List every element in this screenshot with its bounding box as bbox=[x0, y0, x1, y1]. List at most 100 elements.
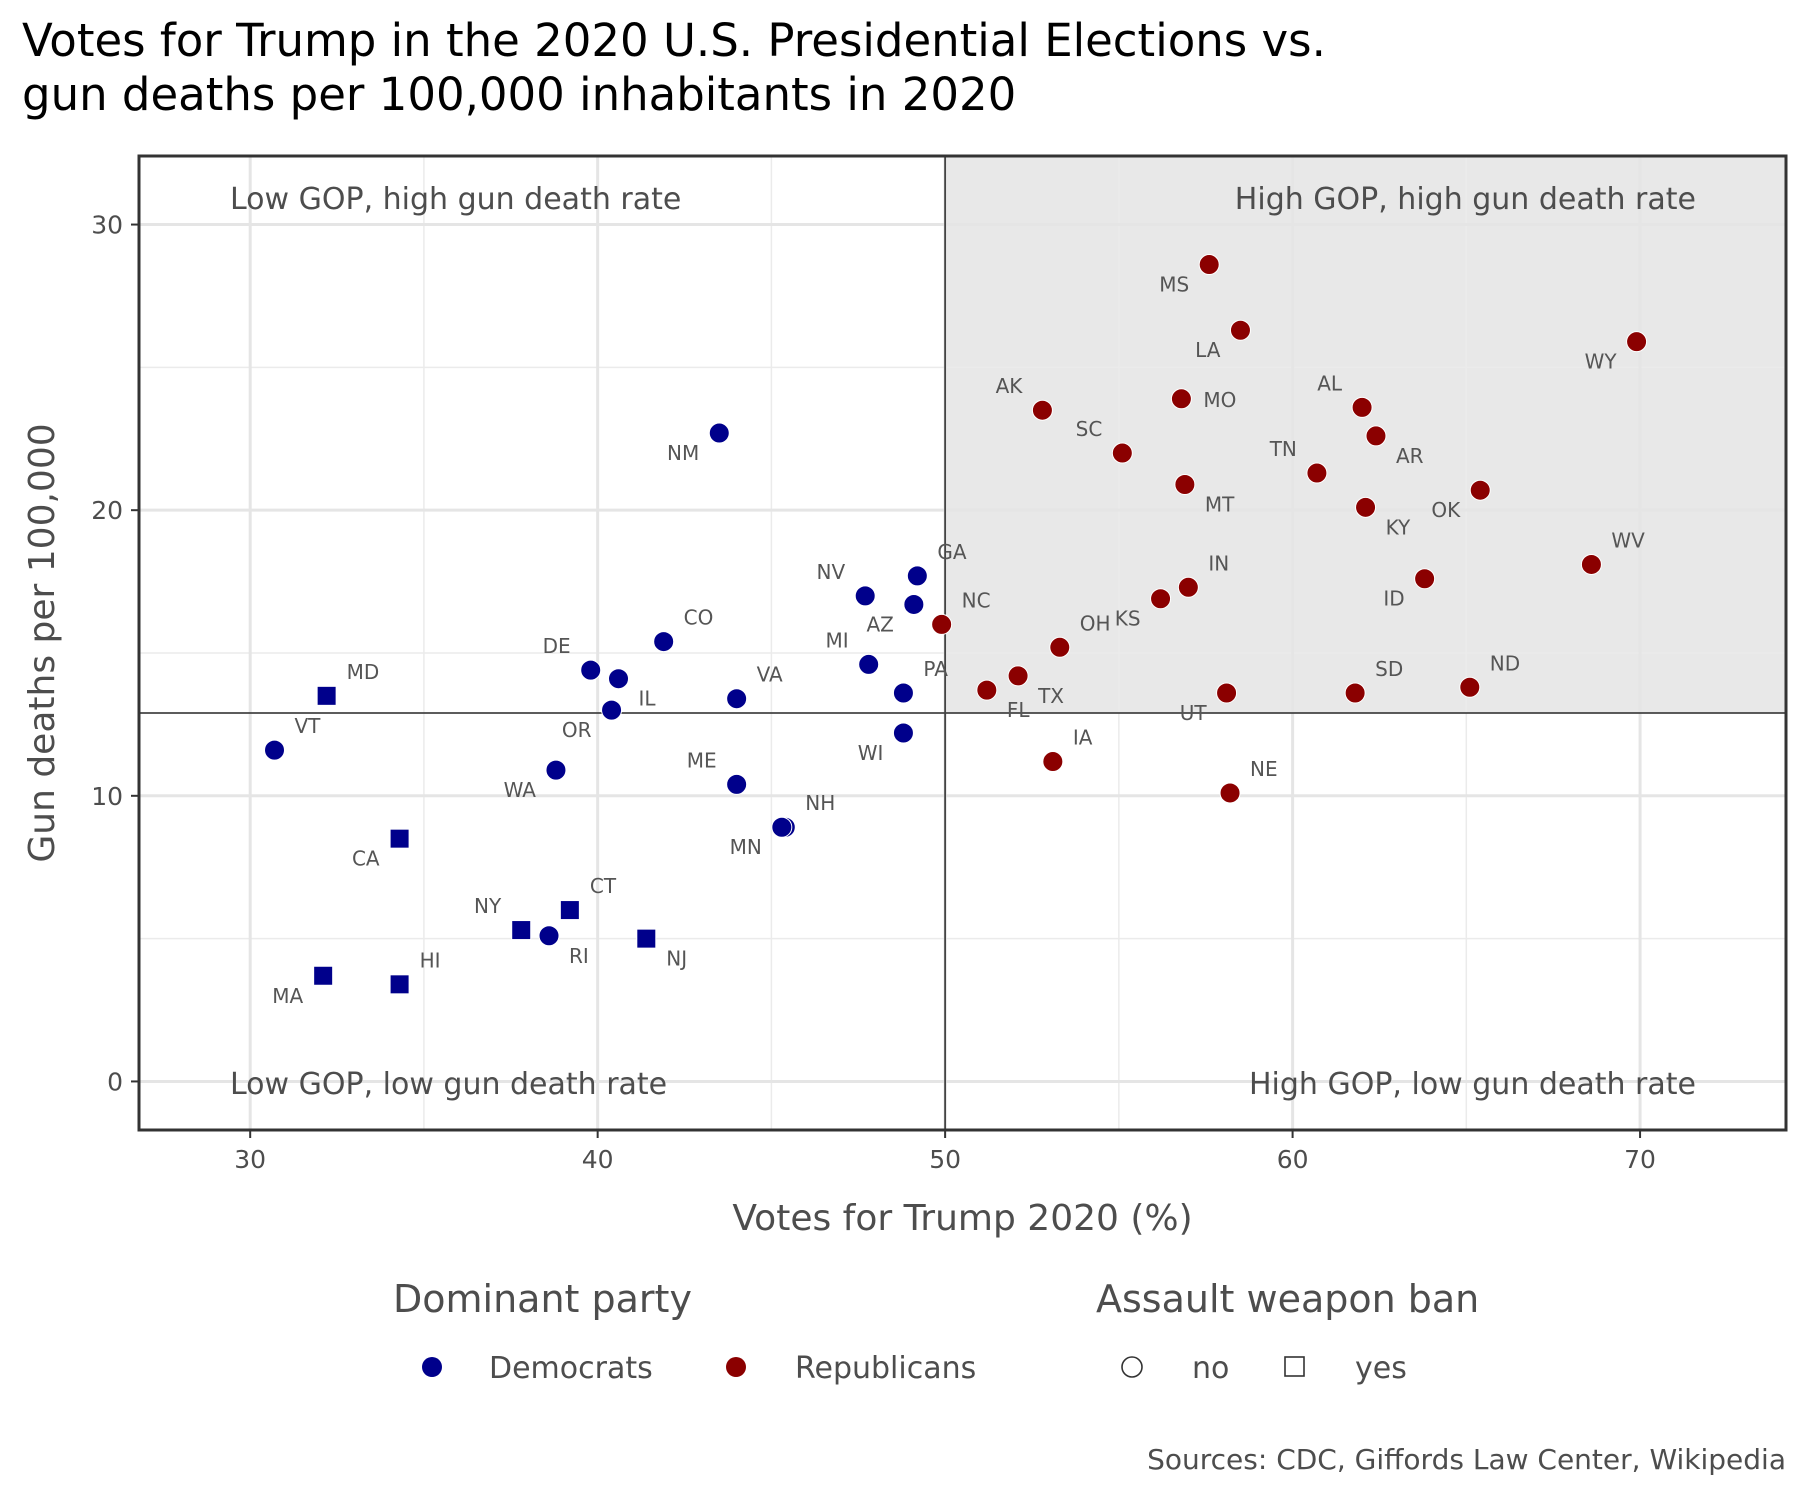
point-label-ks: KS bbox=[1115, 607, 1141, 631]
point-label-tx: TX bbox=[1037, 684, 1064, 708]
point-label-wa: WA bbox=[504, 778, 537, 802]
point-label-ky: KY bbox=[1386, 515, 1411, 539]
point-ga bbox=[906, 565, 928, 587]
point-wv bbox=[1580, 553, 1602, 575]
point-co bbox=[653, 631, 675, 653]
quadrant-label-bottom-left: Low GOP, low gun death rate bbox=[230, 1067, 667, 1102]
point-label-vt: VT bbox=[295, 714, 322, 738]
point-vt bbox=[264, 739, 286, 761]
y-axis-title: Gun deaths per 100,000 bbox=[22, 423, 63, 862]
x-tick-label: 30 bbox=[234, 1145, 266, 1174]
point-label-nd: ND bbox=[1490, 651, 1520, 675]
point-wy bbox=[1626, 331, 1648, 353]
point-pa bbox=[892, 682, 914, 704]
point-label-de: DE bbox=[543, 634, 571, 658]
point-label-al: AL bbox=[1317, 371, 1343, 395]
y-tick-label: 20 bbox=[91, 496, 123, 525]
legend-key-no-ban bbox=[1121, 1356, 1143, 1378]
point-label-wv: WV bbox=[1611, 528, 1645, 552]
point-label-ut: UT bbox=[1180, 701, 1208, 725]
point-ca bbox=[389, 828, 410, 849]
point-in bbox=[1177, 576, 1199, 598]
point-label-sd: SD bbox=[1375, 657, 1403, 681]
point-la bbox=[1229, 319, 1251, 341]
point-label-wi: WI bbox=[858, 741, 884, 765]
point-label-id: ID bbox=[1383, 587, 1404, 611]
point-label-ct: CT bbox=[590, 874, 617, 898]
point-ri bbox=[538, 925, 560, 947]
point-ar bbox=[1365, 425, 1387, 447]
point-label-nj: NJ bbox=[666, 947, 687, 971]
point-wa bbox=[545, 759, 567, 781]
point-ia bbox=[1042, 751, 1064, 773]
point-mt bbox=[1174, 473, 1196, 495]
point-label-ar: AR bbox=[1396, 444, 1424, 468]
point-label-az: AZ bbox=[866, 612, 893, 636]
quadrant-label-bottom-right: High GOP, low gun death rate bbox=[1249, 1067, 1696, 1102]
y-tick-label: 0 bbox=[107, 1067, 123, 1096]
point-label-ok: OK bbox=[1431, 498, 1461, 522]
data-points: MS LA WY AK MO AL AR SC TN MT OK KY WV ID IN KS NC OH TXFL… bbox=[264, 254, 1648, 1008]
point-ky bbox=[1355, 496, 1377, 518]
point-label-ne: NE bbox=[1250, 757, 1278, 781]
point-sd bbox=[1344, 682, 1366, 704]
point-label-hi: HI bbox=[420, 948, 441, 972]
legend-key-republicans bbox=[726, 1357, 746, 1377]
point-label-nv: NV bbox=[817, 560, 846, 584]
point-nj bbox=[636, 928, 657, 949]
point-label-ms: MS bbox=[1159, 273, 1189, 297]
point-tx bbox=[1007, 665, 1029, 687]
point-label-ma: MA bbox=[272, 984, 303, 1008]
legend: Dominant party Assault weapon ban Democrat… bbox=[393, 1277, 1479, 1386]
chart-title-line-1: Votes for Trump in the 2020 U.S. Preside… bbox=[22, 14, 1326, 67]
point-label-co: CO bbox=[684, 606, 714, 630]
legend-label-democrats: Democrats bbox=[489, 1351, 653, 1386]
point-tn bbox=[1306, 462, 1328, 484]
point-label-va: VA bbox=[757, 663, 783, 687]
point-label-il: IL bbox=[639, 687, 657, 711]
point-label-mn: MN bbox=[730, 835, 762, 859]
legend-title-ban: Assault weapon ban bbox=[1096, 1277, 1479, 1321]
point-ny bbox=[511, 920, 532, 941]
point-label-nm: NM bbox=[667, 441, 699, 465]
point-or bbox=[601, 699, 623, 721]
legend-title-party: Dominant party bbox=[393, 1277, 692, 1321]
x-tick-label: 70 bbox=[1624, 1145, 1656, 1174]
x-tick-label: 40 bbox=[582, 1145, 614, 1174]
point-label-mi: MI bbox=[826, 628, 849, 652]
x-axis-title: Votes for Trump 2020 (%) bbox=[732, 1198, 1192, 1239]
point-label-pa: PA bbox=[923, 657, 948, 681]
point-va bbox=[726, 688, 748, 710]
x-tick-label: 50 bbox=[929, 1145, 961, 1174]
axes: 30 40 50 60 70 0 10 20 30 Votes for Trump 2020 (%… bbox=[22, 154, 1788, 1239]
legend-label-no: no bbox=[1192, 1351, 1229, 1386]
point-ma bbox=[313, 965, 334, 986]
y-tick-label: 30 bbox=[91, 211, 123, 240]
point-sc bbox=[1111, 442, 1133, 464]
point-md bbox=[316, 685, 337, 706]
chart-title: Votes for Trump in the 2020 U.S. Preside… bbox=[22, 14, 1722, 122]
point-ok bbox=[1469, 479, 1491, 501]
point-label-sc: SC bbox=[1076, 417, 1103, 441]
point-label-or: OR bbox=[562, 718, 592, 742]
caption: Sources: CDC, Giffords Law Center, Wikip… bbox=[1147, 1443, 1786, 1476]
point-mi bbox=[858, 653, 880, 675]
highlight-quadrant bbox=[945, 156, 1786, 713]
point-label-me: ME bbox=[687, 748, 717, 772]
point-ne bbox=[1219, 782, 1241, 804]
point-ut bbox=[1216, 682, 1238, 704]
point-al bbox=[1351, 396, 1373, 418]
quadrant-label-top-right: High GOP, high gun death rate bbox=[1235, 182, 1696, 217]
point-label-la: LA bbox=[1195, 338, 1221, 362]
legend-key-democrats bbox=[422, 1357, 442, 1377]
panel-border bbox=[137, 154, 1788, 1132]
point-il bbox=[608, 668, 630, 690]
point-me bbox=[726, 773, 748, 795]
y-tick-label: 10 bbox=[91, 782, 123, 811]
point-label-oh: OH bbox=[1080, 611, 1111, 635]
point-mo bbox=[1170, 388, 1192, 410]
x-tick-label: 60 bbox=[1277, 1145, 1309, 1174]
point-hi bbox=[389, 974, 410, 995]
point-label-ny: NY bbox=[474, 894, 502, 918]
point-label-ga: GA bbox=[937, 540, 966, 564]
